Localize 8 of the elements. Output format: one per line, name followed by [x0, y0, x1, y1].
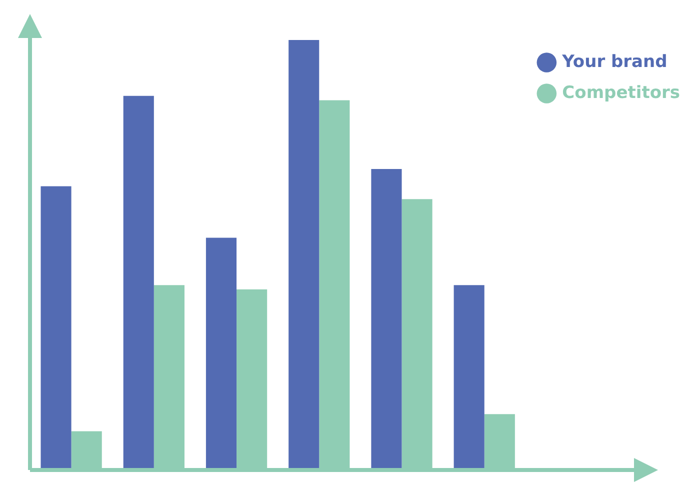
legend-label: Your brand: [561, 52, 668, 72]
bar: [40, 186, 72, 470]
bar: [206, 238, 237, 470]
bar: [371, 169, 402, 470]
bar: [288, 40, 320, 470]
legend-label: Competitors: [562, 82, 680, 103]
bar: [454, 285, 484, 470]
bar: [123, 96, 154, 470]
